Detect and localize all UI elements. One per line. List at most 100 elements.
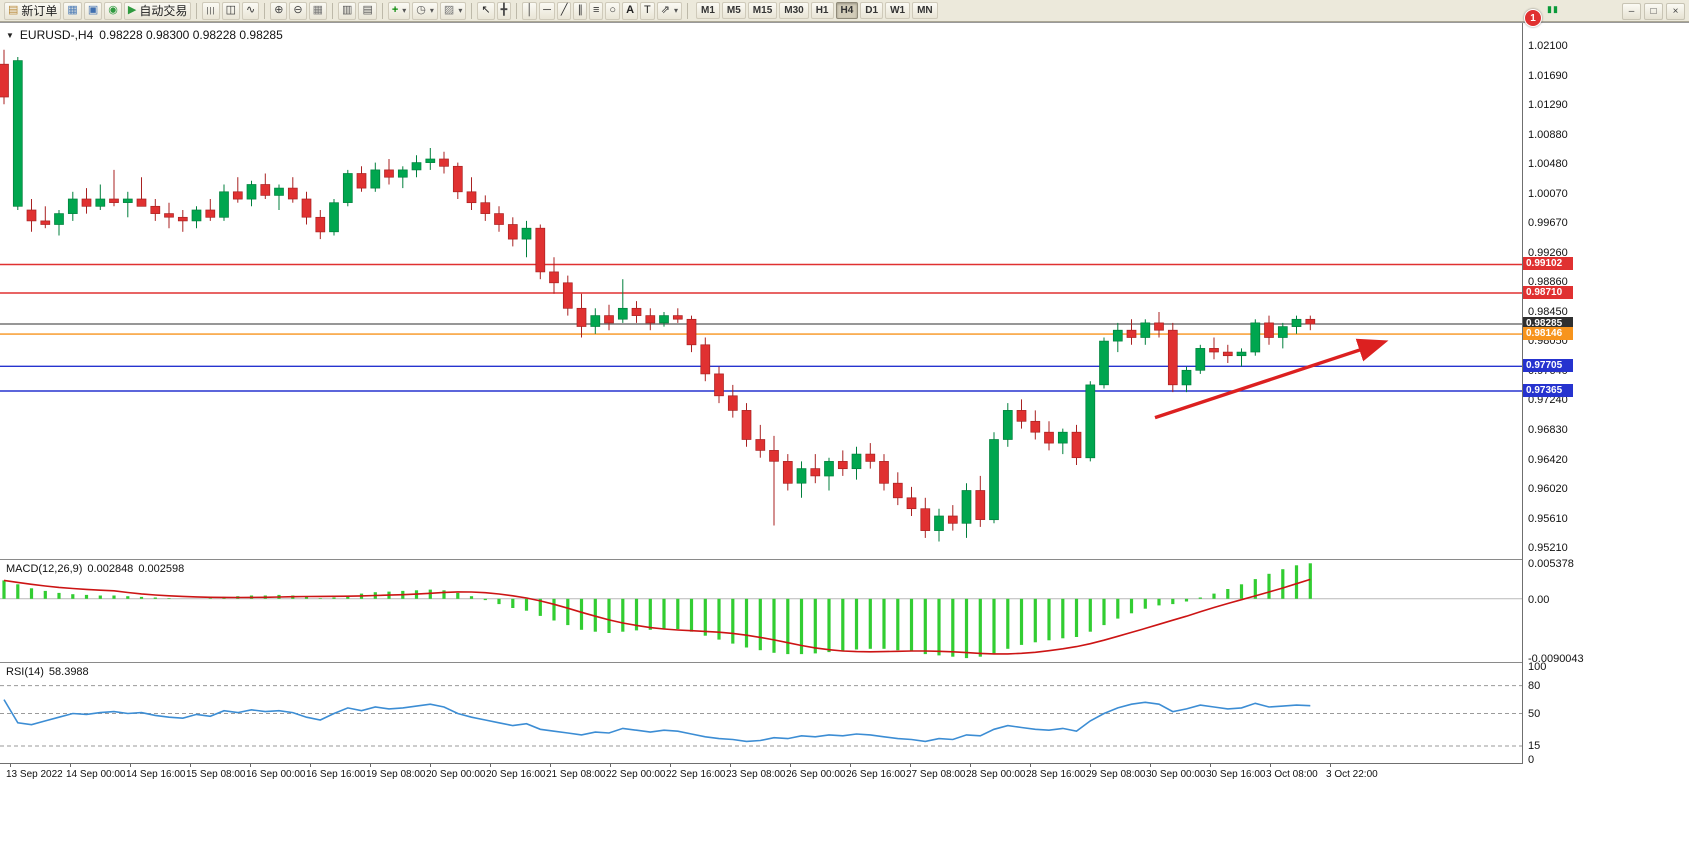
notification-badge[interactable]: 1: [1524, 9, 1542, 27]
candle: [535, 224, 546, 280]
candlestick-chart-button[interactable]: ◫: [221, 1, 240, 20]
horizontal-line-tool-button[interactable]: ─: [539, 1, 555, 20]
channel-icon: ∥: [577, 4, 583, 16]
vertical-line-tool-button[interactable]: │: [522, 1, 538, 20]
candle: [824, 457, 834, 491]
cursor-tool-button[interactable]: ↖: [477, 1, 495, 20]
price-axis[interactable]: 1.02100 1.01690 1.01290 1.00880 1.00480 1.000…: [1522, 23, 1689, 766]
chart-dropdown-icon[interactable]: ▼: [6, 30, 14, 40]
price-tick-label: 0.98450: [1528, 306, 1568, 318]
candle: [906, 486, 917, 516]
date-label: 14 Sep 00:00: [66, 769, 126, 780]
time-tick: [850, 764, 851, 767]
candle: [1209, 337, 1219, 360]
time-tick: [730, 764, 731, 767]
timeframe-button-m30[interactable]: M30: [779, 2, 809, 19]
candle: [1305, 315, 1316, 331]
line-chart-button[interactable]: ∿: [241, 1, 260, 20]
timeframe-button-mn[interactable]: MN: [912, 2, 938, 19]
channel-tool-button[interactable]: ∥: [573, 1, 587, 20]
main-price-chart[interactable]: [0, 23, 1522, 559]
timeframe-button-d1[interactable]: D1: [860, 2, 884, 19]
timeframe-button-m1[interactable]: M1: [695, 2, 720, 19]
date-label: 15 Sep 08:00: [186, 769, 246, 780]
date-label: 16 Sep 00:00: [246, 769, 306, 780]
candle: [0, 49, 9, 105]
price-tick-label: 0.99260: [1528, 247, 1568, 259]
price-tick-label: 0.96830: [1528, 424, 1568, 436]
trendline-icon: ╱: [560, 4, 568, 16]
zoom-out-button[interactable]: ⊖: [289, 1, 307, 20]
time-tick: [310, 764, 311, 767]
candle: [205, 199, 216, 221]
chart-shift-button[interactable]: ▤: [358, 1, 377, 20]
price-tick-label: 0.99670: [1528, 217, 1568, 229]
arrows-tool-button[interactable]: ⇗ ▾: [656, 1, 682, 20]
alerts-button[interactable]: ◉: [104, 1, 122, 20]
chart-mini-icon: ▮▮: [1547, 4, 1559, 14]
bar-chart-button[interactable]: |||: [202, 1, 220, 20]
toolbar-separator: [686, 2, 688, 19]
shapes-tool-button[interactable]: ○: [605, 1, 621, 20]
date-label: 3 Oct 22:00: [1326, 769, 1378, 780]
indicators-button[interactable]: + ▾: [387, 1, 411, 20]
candle: [631, 301, 642, 323]
time-tick: [250, 764, 251, 767]
charts-window-button[interactable]: ▦: [63, 1, 82, 20]
panel-separator[interactable]: [0, 662, 1689, 663]
macd-signal-value: 0.002598: [138, 563, 185, 575]
templates-button[interactable]: ▨ ▾: [439, 1, 467, 20]
time-axis[interactable]: 13 Sep 2022 14 Sep 00:00 14 Sep 16:00 15 Se…: [0, 764, 1522, 790]
candle: [67, 191, 78, 221]
time-axis-line: [0, 763, 1689, 764]
timeframe-button-m15[interactable]: M15: [747, 2, 778, 19]
date-label: 30 Sep 16:00: [1206, 769, 1266, 780]
toolbar-separator: [471, 2, 473, 19]
macd-tick-label: 0.00: [1528, 594, 1550, 606]
time-tick: [130, 764, 131, 767]
timeframe-button-m5[interactable]: M5: [721, 2, 746, 19]
profile-button[interactable]: ▣: [83, 1, 103, 20]
new-order-button[interactable]: ▤ 新订单: [4, 1, 62, 20]
zoom-in-button[interactable]: ⊕: [270, 1, 288, 20]
candle: [122, 191, 133, 218]
trend-arrow[interactable]: [1154, 338, 1389, 420]
zoom-in-icon: ⊕: [274, 4, 284, 16]
text-tool-button[interactable]: A: [622, 1, 639, 20]
time-tick: [10, 764, 11, 767]
restore-button[interactable]: □: [1644, 3, 1663, 20]
timeframe-button-w1[interactable]: W1: [885, 2, 911, 19]
minimize-button[interactable]: –: [1622, 3, 1641, 20]
candle: [40, 206, 51, 229]
tile-windows-button[interactable]: ▦: [308, 1, 328, 20]
timeframe-button-h4[interactable]: H4: [835, 2, 859, 19]
candle: [755, 424, 766, 458]
candle: [1277, 322, 1288, 349]
price-tick-label: 1.01690: [1528, 70, 1568, 82]
candle: [370, 162, 381, 192]
time-tick: [190, 764, 191, 767]
price-tick-label: 0.95210: [1528, 542, 1568, 554]
timeframe-button-h1[interactable]: H1: [810, 2, 834, 19]
trendline-tool-button[interactable]: ╱: [556, 1, 572, 20]
date-label: 21 Sep 08:00: [546, 769, 606, 780]
candle: [329, 199, 339, 236]
text-label-tool-button[interactable]: T: [640, 1, 655, 20]
autotrade-button[interactable]: ▶ 自动交易: [123, 1, 192, 20]
template-icon: ▨: [443, 4, 455, 16]
candle: [975, 475, 986, 527]
candle: [411, 155, 422, 178]
periods-button[interactable]: ◷ ▾: [412, 1, 438, 20]
fibonacci-tool-button[interactable]: ≡: [588, 1, 604, 20]
rsi-panel[interactable]: [0, 663, 1522, 763]
candle: [425, 148, 436, 170]
crosshair-tool-button[interactable]: ╋: [496, 1, 512, 20]
candle: [1250, 319, 1261, 356]
candle: [521, 220, 532, 258]
new-order-icon: ▤: [8, 4, 19, 16]
candle: [769, 435, 779, 526]
macd-panel[interactable]: [0, 560, 1522, 662]
auto-scroll-button[interactable]: ▥: [338, 1, 357, 20]
panel-separator[interactable]: [0, 559, 1689, 560]
close-button[interactable]: ×: [1666, 3, 1685, 20]
